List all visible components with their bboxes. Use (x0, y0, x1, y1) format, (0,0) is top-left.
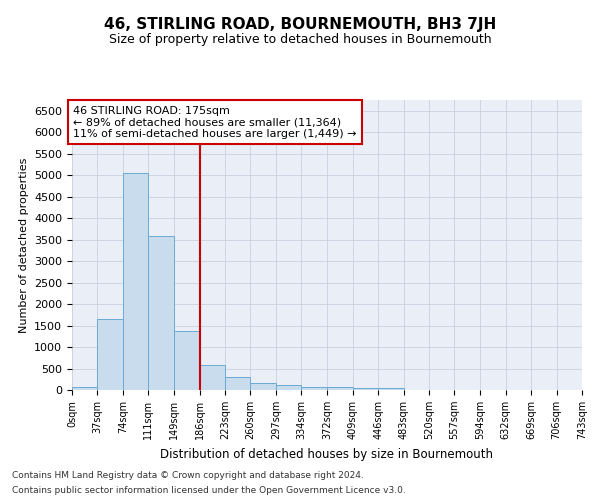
Text: 46, STIRLING ROAD, BOURNEMOUTH, BH3 7JH: 46, STIRLING ROAD, BOURNEMOUTH, BH3 7JH (104, 18, 496, 32)
Bar (148, 236, 173, 390)
Bar (123, 173, 148, 390)
Bar (328, 388, 353, 390)
Bar (378, 388, 404, 390)
Bar (250, 383, 276, 390)
Bar (353, 388, 378, 390)
Bar (200, 364, 225, 390)
Y-axis label: Number of detached properties: Number of detached properties (19, 158, 29, 332)
Bar (72, 388, 97, 390)
Text: Size of property relative to detached houses in Bournemouth: Size of property relative to detached ho… (109, 32, 491, 46)
X-axis label: Distribution of detached houses by size in Bournemouth: Distribution of detached houses by size … (161, 448, 493, 460)
Bar (174, 330, 200, 390)
Bar (225, 377, 250, 390)
Text: Contains HM Land Registry data © Crown copyright and database right 2024.: Contains HM Land Registry data © Crown c… (12, 471, 364, 480)
Bar (301, 386, 326, 390)
Bar (276, 385, 301, 390)
Text: Contains public sector information licensed under the Open Government Licence v3: Contains public sector information licen… (12, 486, 406, 495)
Text: 46 STIRLING ROAD: 175sqm
← 89% of detached houses are smaller (11,364)
11% of se: 46 STIRLING ROAD: 175sqm ← 89% of detach… (73, 106, 357, 139)
Bar (97, 319, 123, 390)
